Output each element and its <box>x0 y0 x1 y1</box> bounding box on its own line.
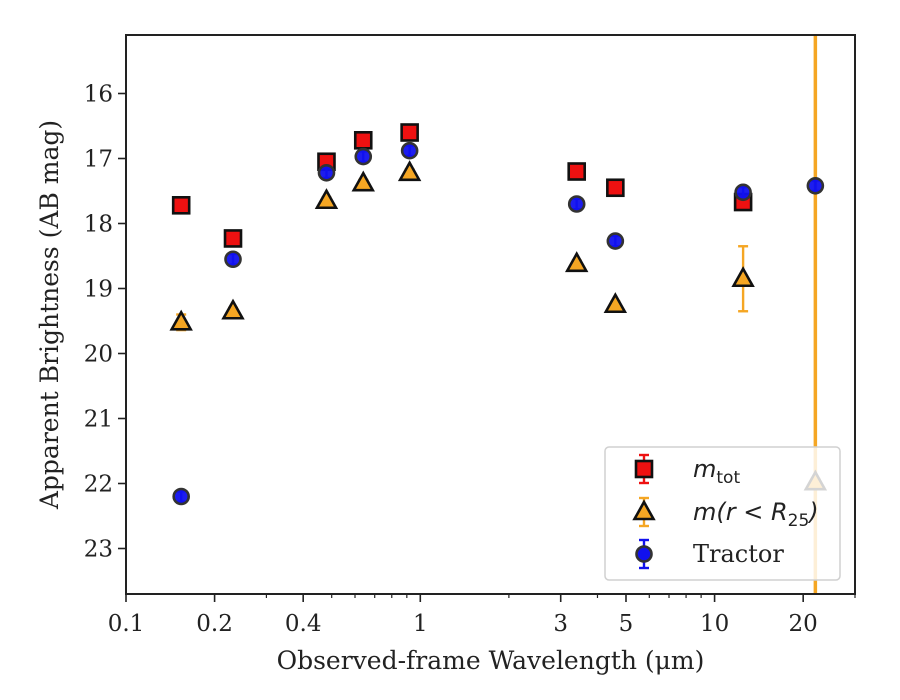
data-point <box>171 196 191 215</box>
data-point <box>734 183 752 202</box>
legend-box <box>604 446 841 581</box>
data-point <box>567 162 587 181</box>
legend-label: mtot <box>693 455 740 488</box>
legend-marker <box>634 459 654 479</box>
data-point <box>223 229 243 248</box>
x-tick-label: 0.1 <box>108 611 145 637</box>
series-triangle <box>169 160 828 491</box>
legend-label: m(r < R25) <box>693 498 819 531</box>
legend-label: Tractor <box>693 540 784 568</box>
axis-ticks: 0.1 0.2 0.4 1 3 5 10 20 16 17 18 19 20 21 22 23 <box>84 82 856 637</box>
y-tick-label: 17 <box>84 147 113 173</box>
y-tick-label: 20 <box>84 342 113 368</box>
data-point <box>397 160 422 182</box>
data-point <box>224 250 242 269</box>
x-tick-label: 3 <box>553 611 568 637</box>
legend: mtot m(r < R25) Tractor <box>604 446 841 581</box>
x-tick-label: 0.2 <box>196 611 233 637</box>
data-point <box>353 131 373 150</box>
data-point <box>169 309 193 331</box>
legend-marker <box>632 499 656 521</box>
data-point <box>400 141 419 160</box>
y-axis-label: Apparent Brightness (AB mag) <box>35 120 64 510</box>
data-point <box>564 251 589 273</box>
data-point <box>400 123 419 142</box>
plot-frame <box>125 34 856 595</box>
data-point <box>351 170 375 192</box>
y-tick-label: 16 <box>84 82 113 108</box>
data-point <box>172 487 190 506</box>
data-point <box>606 178 625 198</box>
x-tick-label: 10 <box>700 611 729 637</box>
series-circle <box>172 141 825 506</box>
data-point <box>567 195 586 213</box>
series-square <box>171 123 753 248</box>
data-point <box>606 232 625 250</box>
data-point <box>314 188 339 210</box>
legend-marker <box>635 545 653 563</box>
x-tick-label: 1 <box>413 611 428 637</box>
x-axis-label: Observed-frame Wavelength (μm) <box>277 646 705 675</box>
data-point <box>806 177 825 195</box>
data-point <box>317 164 336 182</box>
data-point <box>731 266 755 288</box>
y-tick-label: 21 <box>84 407 113 433</box>
x-tick-label: 20 <box>789 611 818 637</box>
data-point <box>603 292 628 314</box>
data-point <box>354 147 373 166</box>
x-tick-label: 0.4 <box>285 611 322 637</box>
data-point <box>221 298 245 320</box>
y-tick-label: 23 <box>84 537 113 563</box>
x-tick-label: 5 <box>619 611 634 637</box>
y-tick-label: 22 <box>84 472 113 498</box>
y-tick-label: 18 <box>84 212 113 238</box>
y-tick-label: 19 <box>84 277 113 303</box>
